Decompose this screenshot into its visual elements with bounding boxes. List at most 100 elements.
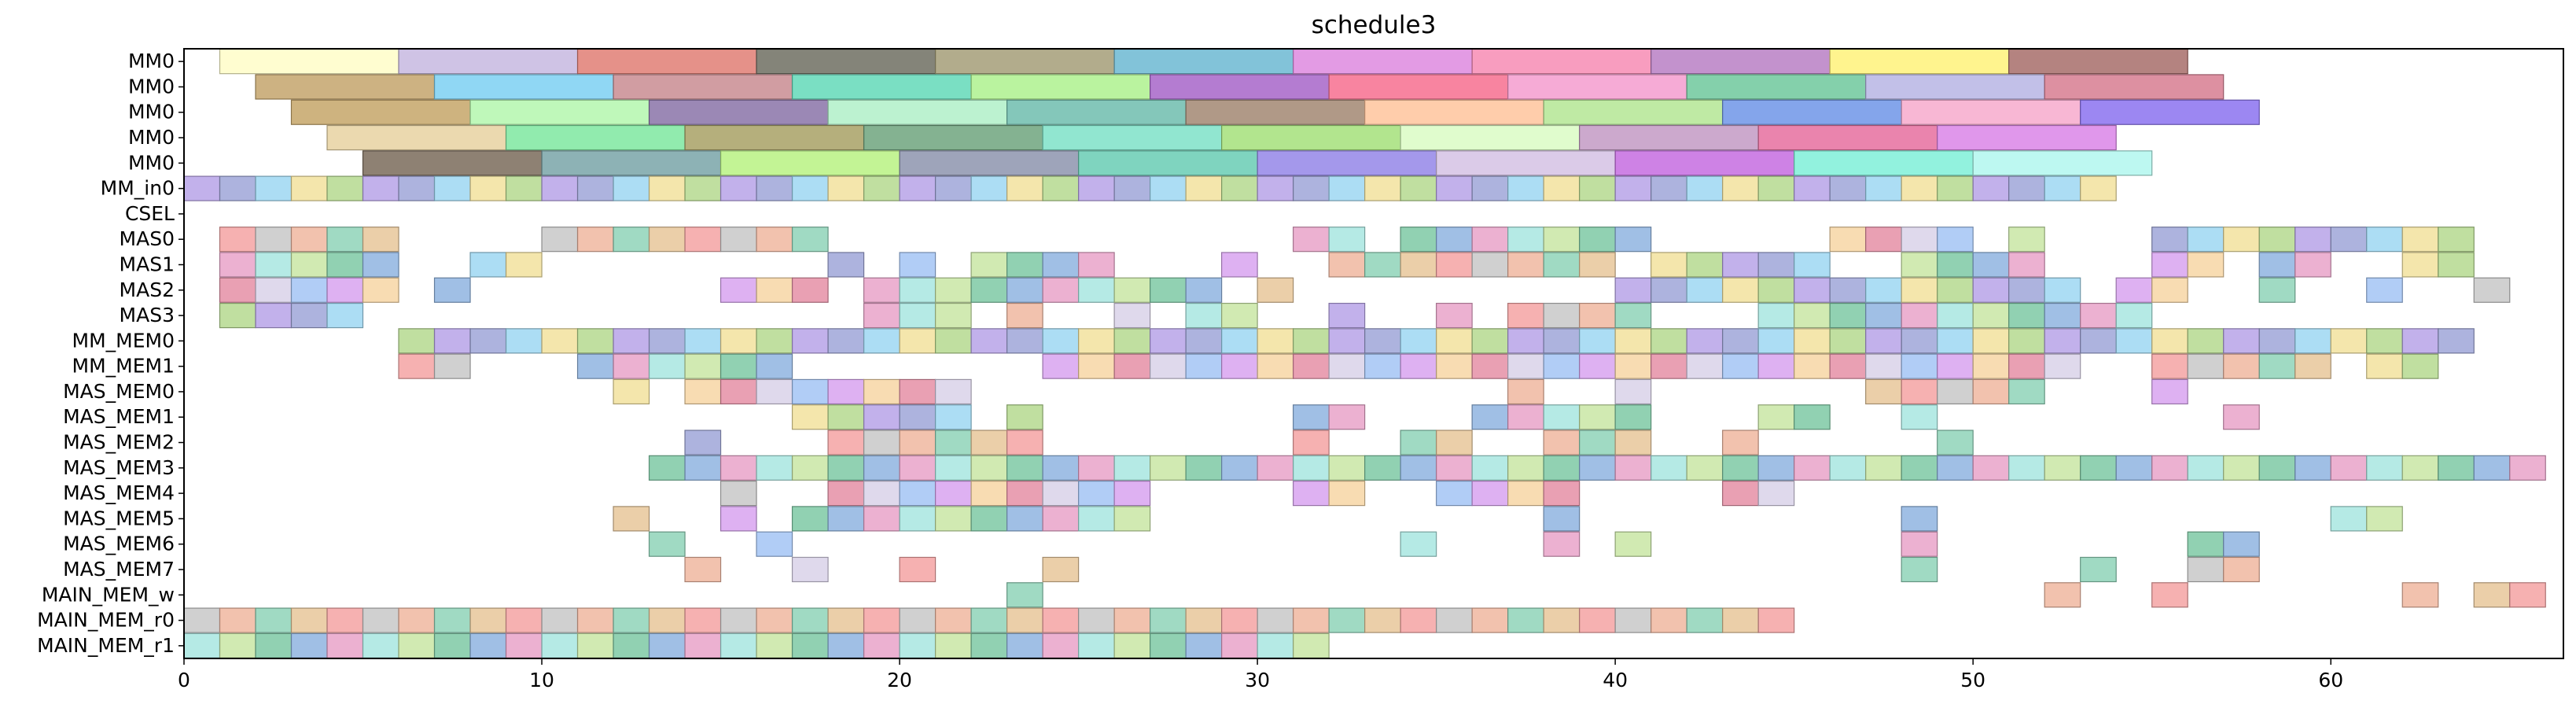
gantt-cell xyxy=(899,175,937,201)
gantt-cell xyxy=(863,481,900,507)
gantt-cell xyxy=(719,353,757,379)
gantt-cell xyxy=(756,328,793,354)
gantt-cell xyxy=(2473,277,2511,303)
gantt-cell xyxy=(2080,328,2117,354)
gantt-bar xyxy=(1650,49,1831,75)
y-axis-label: MM_in0 xyxy=(101,177,175,200)
gantt-cell xyxy=(1042,632,1080,658)
gantt-cell xyxy=(1185,607,1223,633)
gantt-cell xyxy=(219,277,256,303)
gantt-cell xyxy=(2258,252,2296,278)
gantt-cell xyxy=(290,302,328,329)
gantt-cell xyxy=(2401,582,2439,608)
gantt-cell xyxy=(934,328,972,354)
gantt-cell xyxy=(1400,531,1437,557)
gantt-bar xyxy=(398,49,579,75)
gantt-cell xyxy=(2294,353,2331,379)
gantt-cell xyxy=(1865,455,1902,481)
gantt-cell xyxy=(2044,582,2081,608)
gantt-cell xyxy=(1614,607,1652,633)
gantt-cell xyxy=(684,607,722,633)
gantt-cell xyxy=(326,302,364,329)
gantt-cell xyxy=(433,175,471,201)
gantt-cell xyxy=(1543,531,1581,557)
gantt-cell xyxy=(719,607,757,633)
gantt-cell xyxy=(1077,175,1115,201)
gantt-cell xyxy=(684,353,722,379)
gantt-cell xyxy=(1436,175,1473,201)
gantt-cell xyxy=(2366,328,2403,354)
gantt-cell xyxy=(684,556,722,583)
gantt-cell xyxy=(1579,455,1616,481)
gantt-cell xyxy=(863,175,900,201)
gantt-cell xyxy=(219,607,256,633)
gantt-cell xyxy=(1006,404,1043,430)
gantt-cell xyxy=(1972,302,2010,329)
gantt-cell xyxy=(827,607,865,633)
gantt-cell xyxy=(970,455,1008,481)
gantt-cell xyxy=(1937,277,1974,303)
gantt-cell xyxy=(1507,353,1544,379)
gantt-cell xyxy=(648,531,686,557)
gantt-cell xyxy=(1543,302,1581,329)
gantt-cell xyxy=(1972,455,2010,481)
gantt-cell xyxy=(1543,506,1581,532)
gantt-cell xyxy=(1328,252,1366,278)
gantt-cell xyxy=(648,328,686,354)
gantt-bar xyxy=(648,99,829,125)
gantt-cell xyxy=(827,252,865,278)
gantt-cell xyxy=(1901,302,1938,329)
gantt-bar xyxy=(791,74,972,100)
gantt-cell xyxy=(2008,328,2045,354)
gantt-cell xyxy=(1507,607,1544,633)
gantt-cell xyxy=(2115,277,2153,303)
gantt-cell xyxy=(1543,353,1581,379)
gantt-cell xyxy=(469,607,507,633)
gantt-cell xyxy=(863,632,900,658)
gantt-cell xyxy=(1829,277,1867,303)
gantt-cell xyxy=(469,632,507,658)
gantt-cell xyxy=(1185,632,1223,658)
gantt-cell xyxy=(576,175,614,201)
gantt-cell xyxy=(1471,175,1509,201)
gantt-cell xyxy=(1972,175,2010,201)
gantt-cell xyxy=(183,632,221,658)
gantt-cell xyxy=(541,175,579,201)
y-axis-label: MAS_MEM1 xyxy=(63,405,175,428)
gantt-cell xyxy=(433,607,471,633)
gantt-cell xyxy=(934,632,972,658)
gantt-cell xyxy=(1757,328,1795,354)
gantt-cell xyxy=(1221,328,1258,354)
y-axis-label: MAS_MEM0 xyxy=(63,380,175,403)
gantt-cell xyxy=(1185,353,1223,379)
gantt-cell xyxy=(1937,353,1974,379)
gantt-cell xyxy=(2080,302,2117,329)
gantt-bar xyxy=(1436,150,1616,176)
gantt-cell xyxy=(576,607,614,633)
gantt-cell xyxy=(1328,328,1366,354)
gantt-cell xyxy=(791,227,829,253)
gantt-cell xyxy=(756,378,793,405)
gantt-cell xyxy=(1257,455,1294,481)
gantt-cell xyxy=(1221,353,1258,379)
gantt-cell xyxy=(1364,175,1401,201)
y-axis-label: MAS_MEM7 xyxy=(63,558,175,581)
gantt-cell xyxy=(1293,632,1330,658)
gantt-cell xyxy=(1400,455,1437,481)
gantt-bar xyxy=(469,99,650,125)
gantt-cell xyxy=(934,506,972,532)
gantt-cell xyxy=(362,607,399,633)
gantt-cell xyxy=(2258,277,2296,303)
gantt-cell xyxy=(2008,227,2045,253)
gantt-cell xyxy=(899,455,937,481)
gantt-bar xyxy=(719,150,900,176)
y-axis-labels: MM0MM0MM0MM0MM0MM_in0CSELMAS0MAS1MAS2MAS… xyxy=(37,50,184,657)
bars-layer xyxy=(183,49,2546,658)
gantt-cell xyxy=(899,556,937,583)
gantt-cell xyxy=(326,175,364,201)
gantt-cell xyxy=(1865,227,1902,253)
gantt-cell xyxy=(1150,353,1187,379)
gantt-cell xyxy=(1794,175,1831,201)
gantt-cell xyxy=(1185,277,1223,303)
gantt-cell xyxy=(1077,353,1115,379)
